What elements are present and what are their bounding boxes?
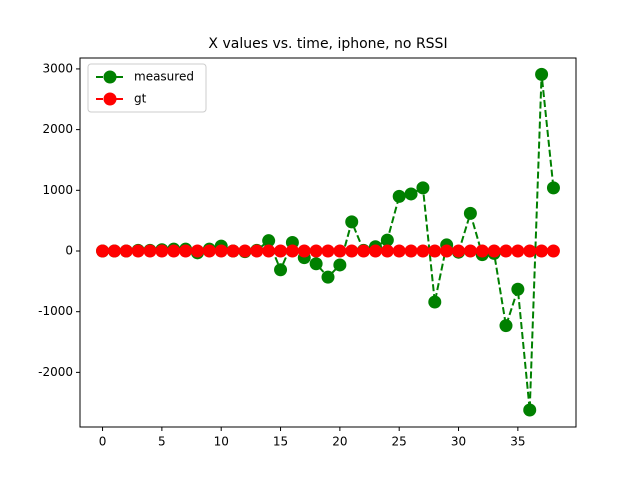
point (297, 244, 311, 258)
y-tick-label: 2000 (42, 122, 73, 136)
x-tick-label: 20 (332, 435, 347, 449)
point (250, 244, 264, 258)
point (345, 244, 359, 258)
point (392, 189, 406, 203)
point (96, 244, 110, 258)
point (214, 244, 228, 258)
point (333, 258, 347, 272)
legend-marker (103, 70, 117, 84)
point (499, 244, 513, 258)
point (262, 244, 276, 258)
x-tick-label: 15 (273, 435, 288, 449)
point (499, 319, 513, 333)
x-tick-label: 0 (99, 435, 107, 449)
x-tick-label: 30 (451, 435, 466, 449)
point (452, 244, 466, 258)
legend-label: gt (134, 92, 147, 106)
x-tick-label: 35 (510, 435, 525, 449)
point (107, 244, 121, 258)
point (380, 233, 394, 247)
point (487, 244, 501, 258)
point (143, 244, 157, 258)
point (285, 244, 299, 258)
point (511, 282, 525, 296)
plot-frame (79, 57, 577, 428)
chart-title: X values vs. time, iphone, no RSSI (208, 36, 447, 52)
point (321, 244, 335, 258)
point (226, 244, 240, 258)
x-tick-label: 10 (214, 435, 229, 449)
y-tick-label: 1000 (42, 183, 73, 197)
point (546, 181, 560, 195)
point (179, 244, 193, 258)
point (440, 244, 454, 258)
point (535, 67, 549, 81)
point (416, 244, 430, 258)
point (428, 244, 442, 258)
point (546, 244, 560, 258)
y-tick-label: -2000 (38, 365, 73, 379)
point (511, 244, 525, 258)
point (202, 244, 216, 258)
point (321, 270, 335, 284)
point (274, 244, 288, 258)
point (345, 215, 359, 229)
point (416, 181, 430, 195)
point (392, 244, 406, 258)
legend-marker (103, 92, 117, 106)
point (155, 244, 169, 258)
point (238, 244, 252, 258)
point (428, 295, 442, 309)
y-tick-label: -1000 (38, 304, 73, 318)
x-tick-label: 5 (158, 435, 166, 449)
x-tick-label: 25 (392, 435, 407, 449)
point (190, 244, 204, 258)
point (404, 244, 418, 258)
point (523, 244, 537, 258)
point (131, 244, 145, 258)
point (463, 244, 477, 258)
point (475, 244, 489, 258)
legend-label: measured (134, 70, 194, 84)
point (119, 244, 133, 258)
point (380, 244, 394, 258)
point (368, 244, 382, 258)
point (274, 263, 288, 277)
point (333, 244, 347, 258)
point (262, 234, 276, 248)
point (357, 244, 371, 258)
y-tick-label: 0 (65, 243, 73, 257)
y-tick-label: 3000 (42, 61, 73, 75)
point (463, 206, 477, 220)
point (309, 257, 323, 271)
point (167, 244, 181, 258)
point (523, 403, 537, 417)
point (309, 244, 323, 258)
point (404, 187, 418, 201)
point (535, 244, 549, 258)
